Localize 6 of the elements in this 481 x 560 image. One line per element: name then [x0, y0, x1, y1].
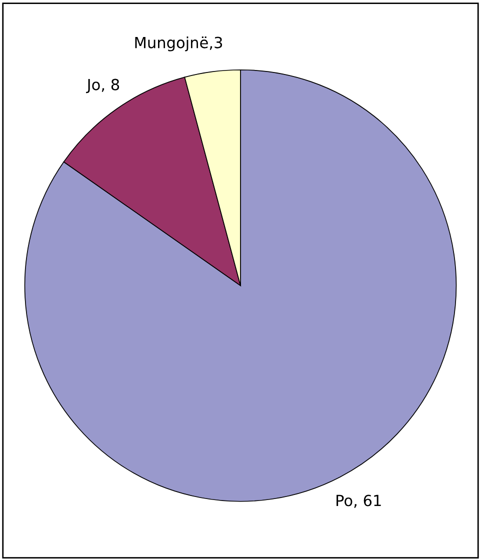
- data-label: , 8: [102, 78, 120, 92]
- data-label: , 61: [354, 494, 381, 508]
- data-label: ,3: [210, 36, 222, 50]
- slice-label: Po: [336, 494, 352, 506]
- slice-label: Mungojnë: [135, 36, 208, 52]
- slice-label: Jo: [86, 78, 100, 94]
